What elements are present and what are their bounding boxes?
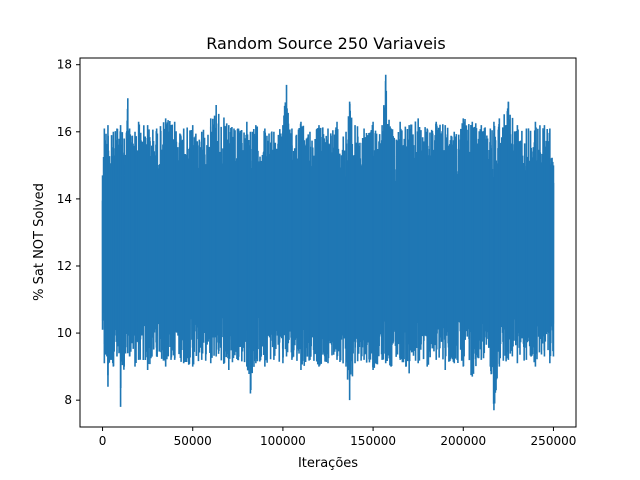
x-tick-label: 100000: [260, 434, 306, 448]
series-extremes: [101, 74, 555, 411]
chart-title: Random Source 250 Variaveis: [206, 34, 445, 53]
x-tick-label: 200000: [440, 434, 486, 448]
x-tick-label: 150000: [350, 434, 396, 448]
y-tick-label: 16: [57, 125, 72, 139]
x-tick-label: 50000: [174, 434, 212, 448]
y-tick-label: 8: [64, 393, 72, 407]
x-axis-label: Iterações: [298, 456, 358, 471]
y-axis-label: % Sat NOT Solved: [32, 183, 47, 301]
plot-area: [101, 74, 555, 411]
x-tick-label: 0: [99, 434, 107, 448]
y-tick-label: 10: [57, 326, 72, 340]
y-axis: 8 10 12 14 16 18: [57, 58, 80, 407]
x-axis: 0 50000 100000 150000 200000 250000: [99, 427, 577, 448]
axes-frame: [79, 57, 577, 428]
y-tick-label: 12: [57, 259, 72, 273]
x-tick-label: 250000: [531, 434, 577, 448]
y-tick-label: 18: [57, 58, 72, 72]
y-tick-label: 14: [57, 192, 72, 206]
